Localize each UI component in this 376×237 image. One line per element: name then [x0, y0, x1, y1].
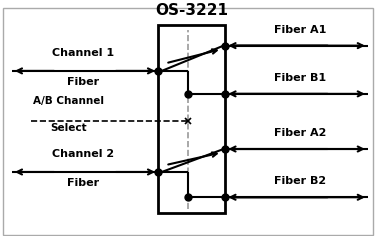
Text: Fiber A2: Fiber A2 — [274, 128, 327, 138]
FancyBboxPatch shape — [3, 8, 373, 235]
Bar — [158, 25, 226, 213]
Text: Fiber B1: Fiber B1 — [274, 73, 326, 83]
Text: Fiber A1: Fiber A1 — [274, 25, 327, 35]
Text: A/B Channel: A/B Channel — [33, 96, 104, 106]
Text: OS-3221: OS-3221 — [155, 3, 228, 18]
Text: Channel 2: Channel 2 — [52, 149, 114, 159]
Text: Select: Select — [50, 123, 86, 133]
Text: Fiber: Fiber — [67, 77, 99, 87]
Text: Fiber: Fiber — [67, 178, 99, 188]
Text: Fiber B2: Fiber B2 — [274, 176, 326, 186]
Text: Channel 1: Channel 1 — [52, 47, 114, 58]
